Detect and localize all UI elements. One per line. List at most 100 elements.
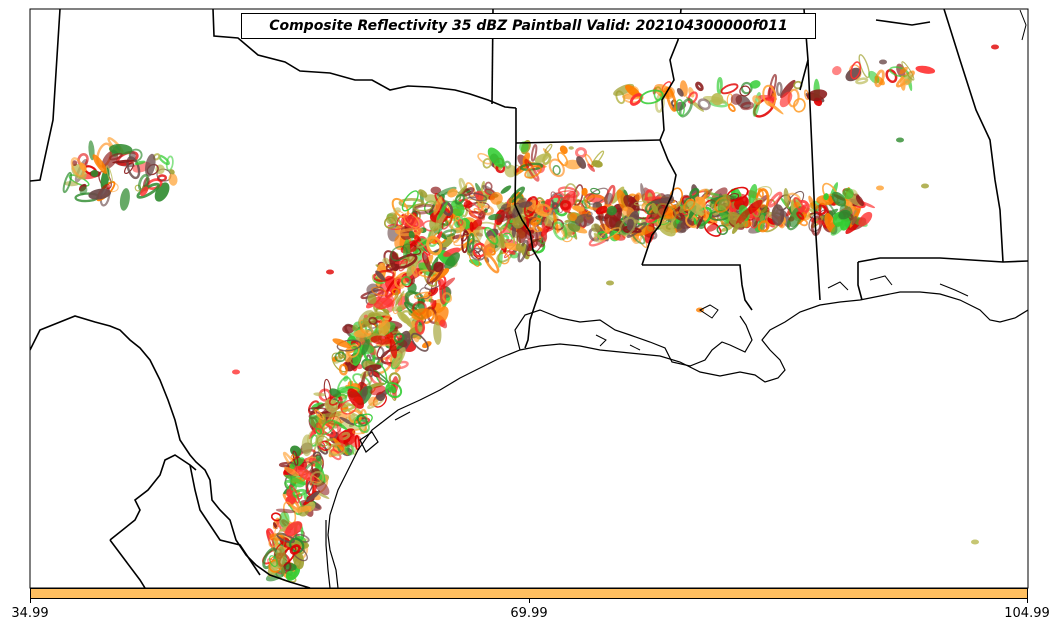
storm-cell bbox=[477, 211, 486, 220]
storm-cell bbox=[470, 247, 486, 261]
storm-cell bbox=[499, 232, 505, 247]
storm-cell bbox=[748, 184, 758, 204]
storm-cell bbox=[487, 147, 505, 168]
storm-cell bbox=[850, 61, 862, 80]
storm-cell bbox=[336, 423, 344, 447]
storm-cell bbox=[675, 99, 685, 117]
storm-cell bbox=[337, 349, 345, 359]
storm-cell bbox=[385, 212, 398, 225]
storm-cell bbox=[436, 201, 448, 221]
colorbar-label-mid: 69.99 bbox=[510, 606, 548, 621]
storm-cell bbox=[389, 338, 398, 359]
mexico-state-line-2 bbox=[189, 464, 261, 576]
storm-cell bbox=[422, 252, 432, 273]
storm-cell bbox=[339, 416, 355, 426]
storm-cell bbox=[443, 247, 461, 257]
storm-cell bbox=[418, 189, 428, 198]
storm-cell bbox=[469, 259, 482, 266]
storm-cell bbox=[334, 351, 347, 363]
storm-cell bbox=[842, 187, 854, 200]
storm-cell bbox=[284, 479, 297, 491]
storm-cell bbox=[457, 218, 464, 226]
storm-cell bbox=[399, 311, 413, 329]
storm-cell bbox=[377, 289, 395, 307]
storm-cell bbox=[314, 503, 321, 509]
mexico-state-line-3 bbox=[109, 539, 146, 588]
storm-cell bbox=[289, 484, 300, 504]
storm-cell bbox=[991, 44, 999, 50]
storm-cell bbox=[796, 211, 805, 220]
mexico-state-line-1 bbox=[109, 454, 197, 541]
georgia-florida-border bbox=[857, 257, 1028, 263]
storm-cell bbox=[879, 59, 887, 65]
storm-cell bbox=[362, 313, 382, 325]
storm-cell bbox=[606, 205, 617, 216]
storm-cell bbox=[676, 87, 684, 97]
storm-cell bbox=[309, 501, 314, 506]
storm-cell bbox=[165, 155, 174, 172]
storm-cell bbox=[590, 187, 601, 195]
storm-cell bbox=[740, 81, 753, 95]
storm-cell bbox=[732, 222, 740, 234]
storm-cell bbox=[112, 159, 135, 164]
mississippi-river-border bbox=[641, 9, 682, 266]
storm-cell bbox=[279, 511, 290, 528]
storm-cell bbox=[530, 199, 548, 217]
colorbar-tick-0 bbox=[30, 599, 31, 603]
storm-cell bbox=[496, 206, 516, 223]
storm-cell bbox=[718, 194, 731, 211]
storm-cell bbox=[321, 412, 342, 418]
storm-cell bbox=[336, 421, 360, 431]
storm-cell bbox=[275, 508, 296, 514]
storm-cell bbox=[552, 218, 565, 231]
storm-cell bbox=[344, 444, 355, 456]
storm-cell bbox=[324, 398, 338, 413]
storm-cell bbox=[771, 204, 785, 226]
storm-cell bbox=[591, 160, 603, 168]
storm-cell bbox=[408, 230, 415, 239]
storm-cell bbox=[441, 229, 457, 238]
storm-cell bbox=[971, 539, 979, 545]
storm-cell bbox=[783, 188, 790, 209]
storm-cell bbox=[508, 250, 516, 255]
storm-cell bbox=[375, 270, 385, 281]
storm-cell bbox=[414, 319, 426, 335]
storm-cell bbox=[858, 54, 870, 79]
mississippi-tennessee-border bbox=[799, 59, 809, 91]
storm-cell bbox=[232, 369, 240, 375]
storm-cell bbox=[109, 143, 133, 155]
storm-cell bbox=[315, 427, 322, 435]
storm-cell bbox=[119, 188, 130, 211]
red-river-border bbox=[212, 9, 517, 109]
storm-cell bbox=[289, 457, 305, 470]
storm-cell bbox=[915, 65, 936, 74]
storm-cell bbox=[552, 221, 568, 241]
storm-cell bbox=[515, 243, 524, 253]
storm-cell bbox=[855, 77, 869, 85]
storm-cell bbox=[851, 215, 857, 226]
storm-cell bbox=[360, 371, 366, 391]
storm-cell bbox=[824, 212, 836, 233]
storm-cell bbox=[275, 546, 286, 569]
storm-cell bbox=[411, 265, 418, 278]
storm-cell bbox=[283, 466, 300, 477]
storm-cell bbox=[779, 91, 793, 108]
storm-cell bbox=[338, 363, 348, 376]
storm-cell bbox=[716, 77, 723, 95]
storm-cell bbox=[544, 143, 553, 154]
storm-cell bbox=[921, 183, 929, 189]
coast-detail bbox=[595, 9, 1027, 351]
storm-cell bbox=[442, 292, 453, 303]
storm-cell bbox=[62, 171, 73, 194]
storm-cell bbox=[518, 201, 533, 208]
storm-cell bbox=[874, 69, 885, 88]
map-title: Composite Reflectivity 35 dBZ Paintball … bbox=[241, 13, 816, 39]
storm-cell bbox=[759, 214, 765, 222]
storm-cell bbox=[551, 202, 559, 210]
storm-cell bbox=[896, 137, 904, 143]
storm-cell bbox=[439, 277, 456, 291]
storm-cell bbox=[676, 216, 692, 234]
storm-cell bbox=[79, 162, 87, 172]
storm-cell bbox=[361, 385, 368, 402]
storm-cell bbox=[855, 195, 864, 207]
